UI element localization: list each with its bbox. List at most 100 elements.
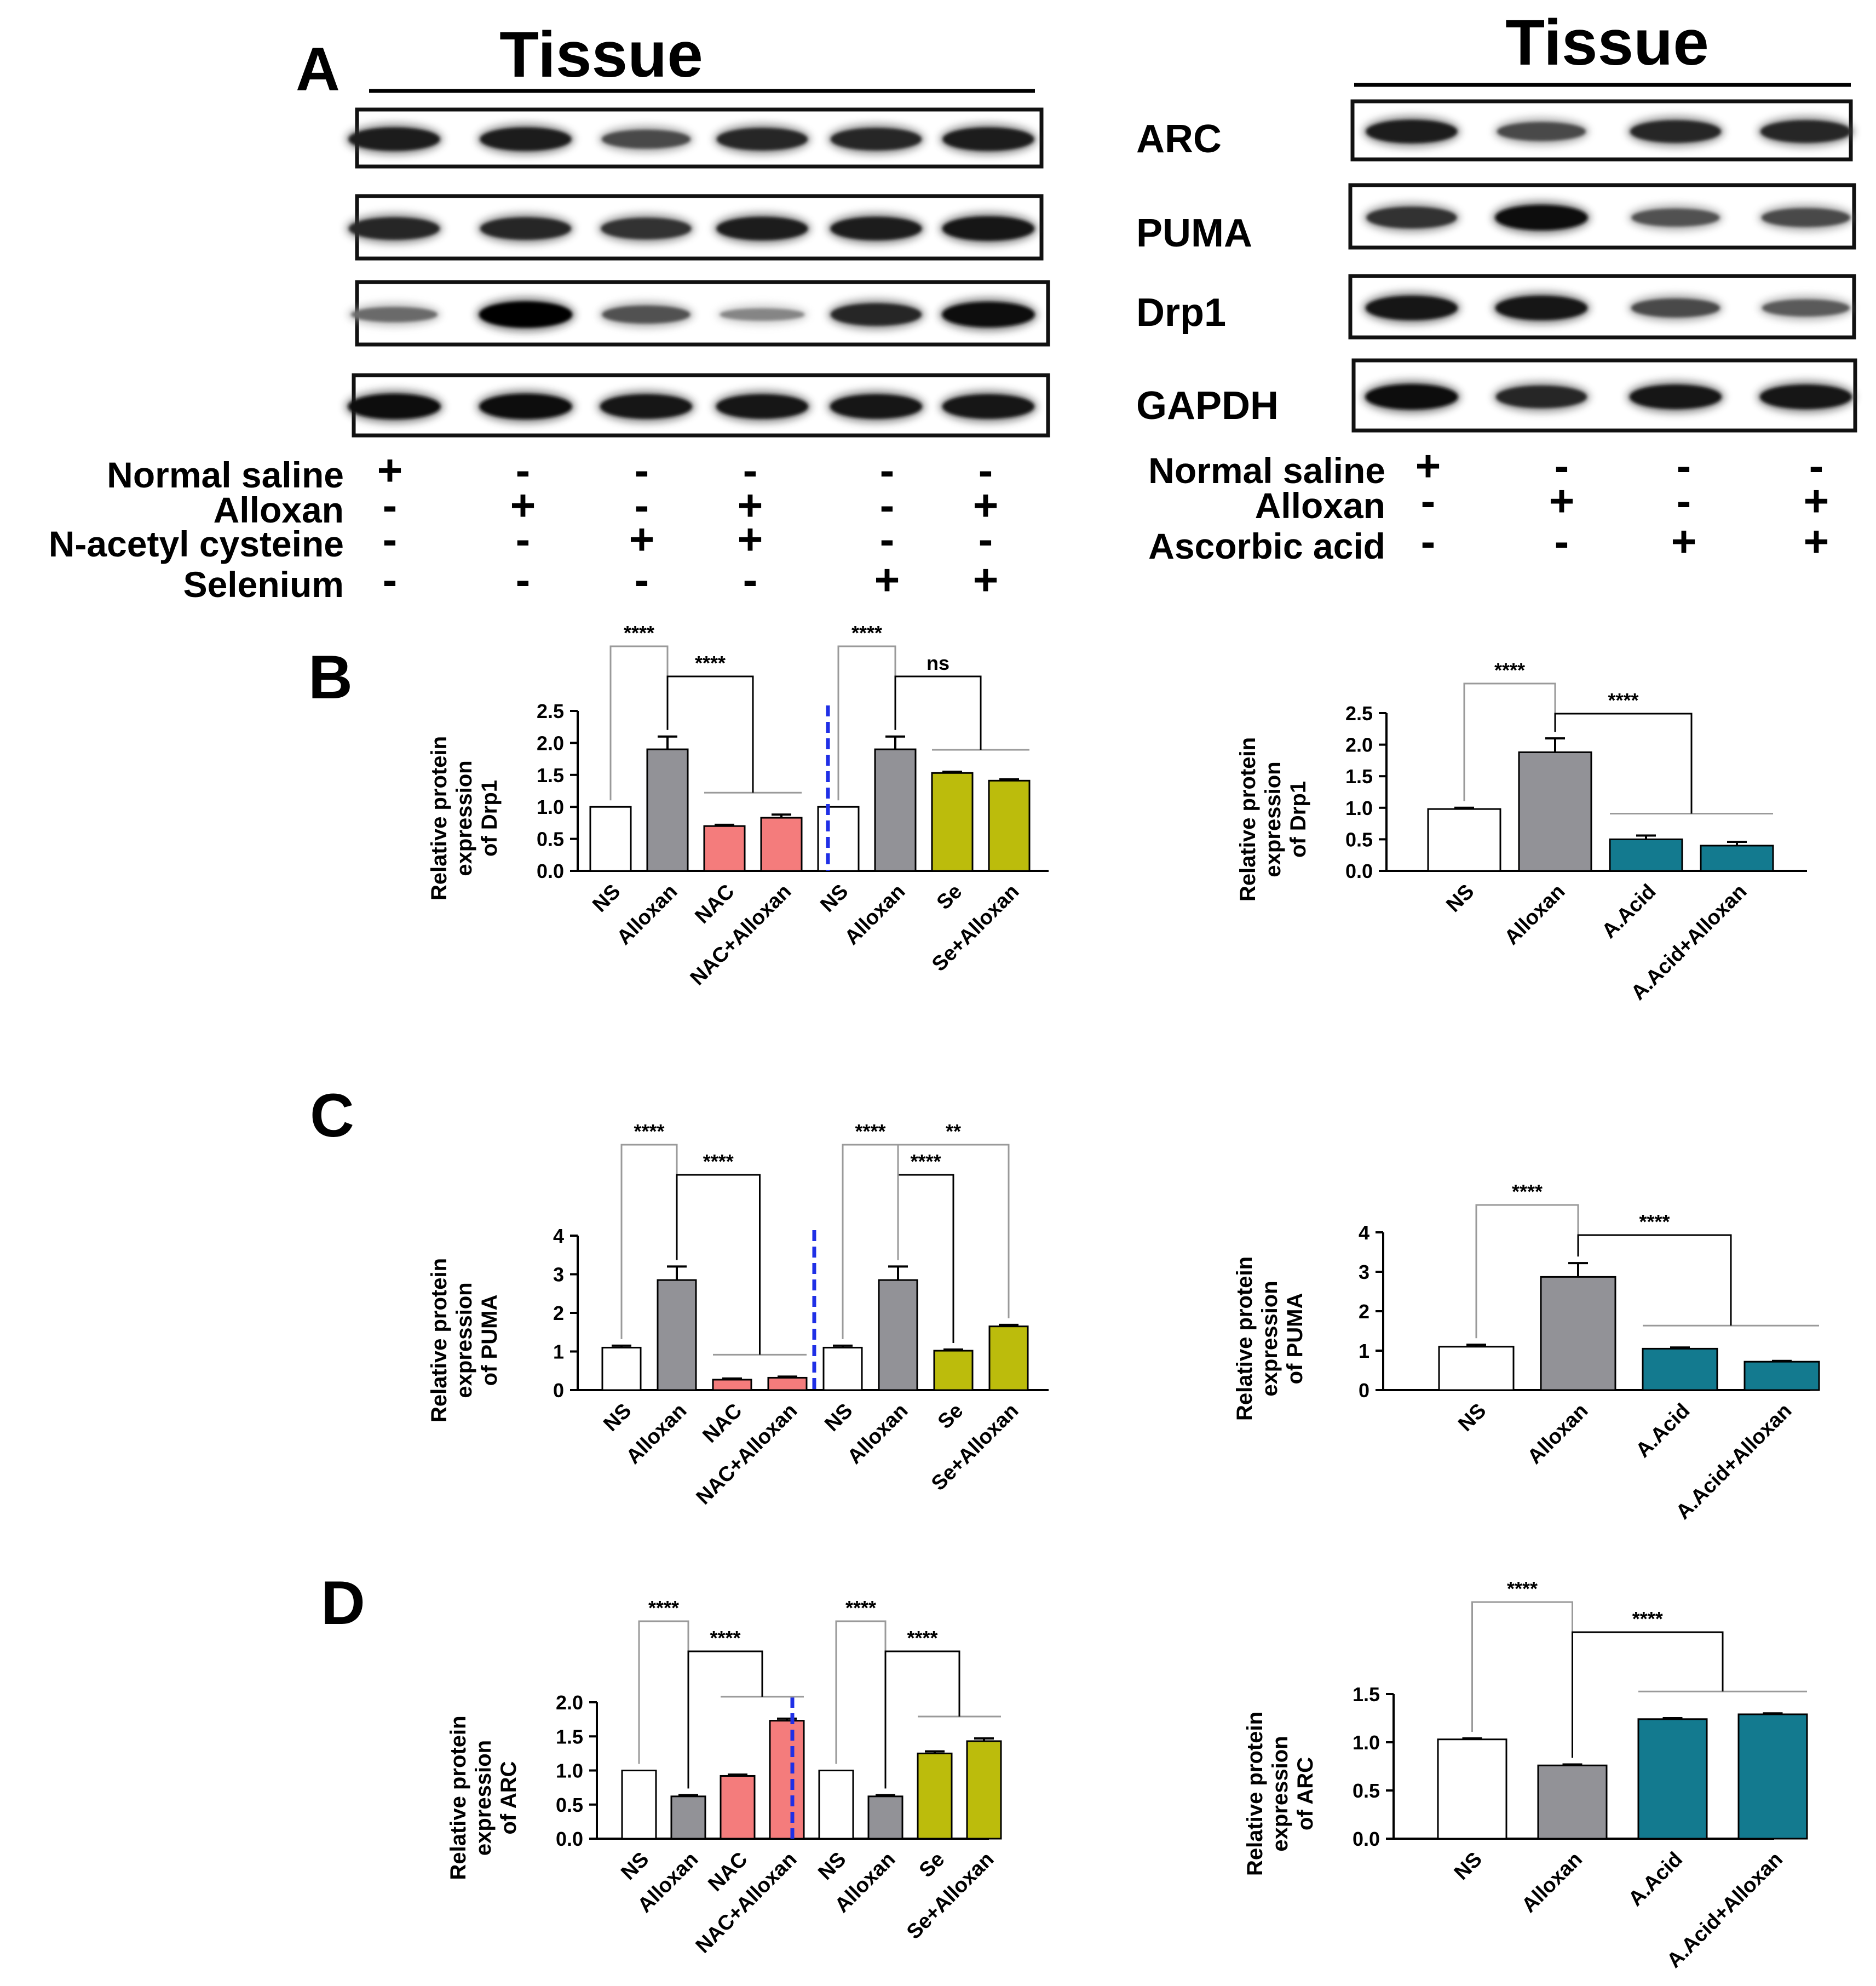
bar-nac-alloxan — [769, 1720, 805, 1840]
category-label: Alloxan — [622, 1399, 692, 1469]
left-treatment-sign: + — [973, 481, 999, 530]
chart-d-right: 0.0 0.5 1.0 1.5 Relative proteinexpressionof… — [1243, 1577, 1808, 1972]
y-tick-label: 2.0 — [1345, 734, 1373, 756]
left-band — [480, 127, 572, 151]
left-band — [348, 127, 440, 151]
category-label: Alloxan — [841, 880, 910, 950]
bar-alloxan — [867, 1795, 904, 1840]
left-band — [602, 129, 690, 149]
bar-ns — [817, 806, 860, 872]
y-tick-label: 2.0 — [556, 1691, 583, 1714]
left-treatment-sign: + — [738, 481, 763, 530]
bar-nac-alloxan — [760, 817, 803, 872]
significance-label: **** — [910, 1150, 941, 1173]
significance-label: **** — [634, 1120, 664, 1143]
significance-bracket — [676, 1174, 761, 1355]
category-label: NS — [816, 880, 853, 917]
left-treatment-sign: - — [743, 555, 758, 604]
category-label: Se+Alloxan — [902, 1848, 998, 1944]
bar-nac-alloxan — [767, 1376, 808, 1391]
y-axis-label: Relative proteinexpressionof PUMA — [427, 1258, 502, 1422]
protein-label-puma: PUMA — [1136, 211, 1252, 255]
category-label: Alloxan — [843, 1399, 913, 1469]
y-tick-label: 0.5 — [537, 828, 564, 851]
right-band — [1366, 119, 1458, 144]
left-blot-row — [352, 373, 1050, 438]
bar-alloxan — [670, 1795, 706, 1840]
y-tick-label: 1.5 — [1345, 765, 1373, 788]
left-band — [830, 216, 922, 240]
left-treatment-sign: + — [377, 446, 403, 495]
left-band — [716, 216, 808, 240]
left-treatment-sign: - — [516, 555, 531, 604]
left-band — [717, 128, 808, 151]
significance-label: **** — [1512, 1180, 1543, 1203]
category-label: NAC — [690, 880, 739, 928]
y-tick-label: 0 — [553, 1379, 564, 1402]
left-treatment-sign: - — [516, 446, 531, 495]
y-tick-label: 0.5 — [556, 1794, 583, 1816]
chart-b-right: 0.0 0.5 1.0 1.5 2.0 2.5 Relative proteinexpres… — [1236, 659, 1807, 1005]
left-band — [600, 394, 692, 419]
significance-label: **** — [855, 1120, 885, 1143]
significance-bracket — [1471, 1601, 1573, 1758]
right-treatment-sign: + — [1671, 517, 1697, 566]
bar-nac — [712, 1379, 752, 1391]
bar-se-alloxan — [966, 1740, 1002, 1840]
bar-alloxan — [1518, 751, 1592, 872]
left-blot-title: Tissue — [499, 19, 703, 91]
y-tick-label: 1.5 — [1353, 1683, 1380, 1706]
y-axis-label: Relative proteinexpressionof PUMA — [1233, 1256, 1307, 1421]
left-treatment-sign: + — [973, 555, 999, 604]
y-tick-label: 1.0 — [1353, 1731, 1380, 1754]
category-label: Alloxan — [1517, 1848, 1587, 1918]
bar-se — [933, 1350, 974, 1391]
right-band — [1497, 122, 1586, 141]
category-label: NS — [588, 880, 625, 917]
category-label: NS — [1442, 880, 1478, 917]
significance-label: **** — [845, 1597, 876, 1619]
chart-c-right: 0 1 2 3 4 Relative proteinexpressionof PUMA NS… — [1233, 1180, 1820, 1524]
y-axis-label: Relative proteinexpressionof ARC — [1243, 1712, 1317, 1876]
right-band — [1631, 208, 1720, 227]
panel-label-b: B — [308, 643, 353, 711]
right-treatment-sign: - — [1555, 517, 1569, 566]
right-band — [1762, 299, 1850, 317]
left-band — [479, 301, 572, 328]
significance-label: **** — [624, 622, 654, 644]
left-treatment-sign: + — [738, 515, 763, 564]
category-label: NS — [1450, 1848, 1487, 1885]
left-treatment-sign: + — [510, 481, 536, 530]
right-treatment-sign: - — [1677, 441, 1691, 490]
significance-bracket — [1554, 713, 1693, 814]
category-label: NAC — [698, 1399, 746, 1448]
y-tick-label: 0.0 — [1353, 1828, 1380, 1850]
right-treatment-label: Ascorbic acid — [1148, 526, 1385, 566]
significance-label: **** — [1632, 1608, 1663, 1630]
y-tick-label: 1 — [553, 1341, 564, 1363]
y-tick-label: 1 — [1359, 1340, 1369, 1362]
significance-bracket — [687, 1650, 763, 1789]
significance-bracket — [1463, 682, 1556, 801]
right-band — [1495, 205, 1588, 231]
significance-label: ** — [946, 1120, 961, 1143]
left-treatment-sign: + — [629, 515, 655, 564]
left-treatment-label: Selenium — [183, 564, 344, 605]
category-label: A.Acid — [1598, 880, 1661, 943]
category-label: Alloxan — [613, 880, 682, 950]
significance-bracket — [897, 1144, 1010, 1318]
left-band — [716, 394, 808, 419]
category-label: NS — [814, 1848, 850, 1885]
right-treatment-sign: - — [1677, 477, 1691, 525]
bar-se — [917, 1752, 953, 1840]
right-blot-title: Tissue — [1505, 7, 1709, 79]
significance-bracket — [638, 1620, 689, 1789]
bar-a-acid-alloxan — [1700, 845, 1774, 872]
left-band — [831, 303, 922, 326]
right-western-blot: ARC PUMA Drp1 GAPDH — [1136, 99, 1857, 433]
protein-label-arc: ARC — [1136, 117, 1222, 161]
y-tick-label: 3 — [553, 1264, 564, 1286]
category-label: NAC+Alloxan — [686, 880, 796, 990]
left-treatment-sign: - — [383, 481, 398, 530]
